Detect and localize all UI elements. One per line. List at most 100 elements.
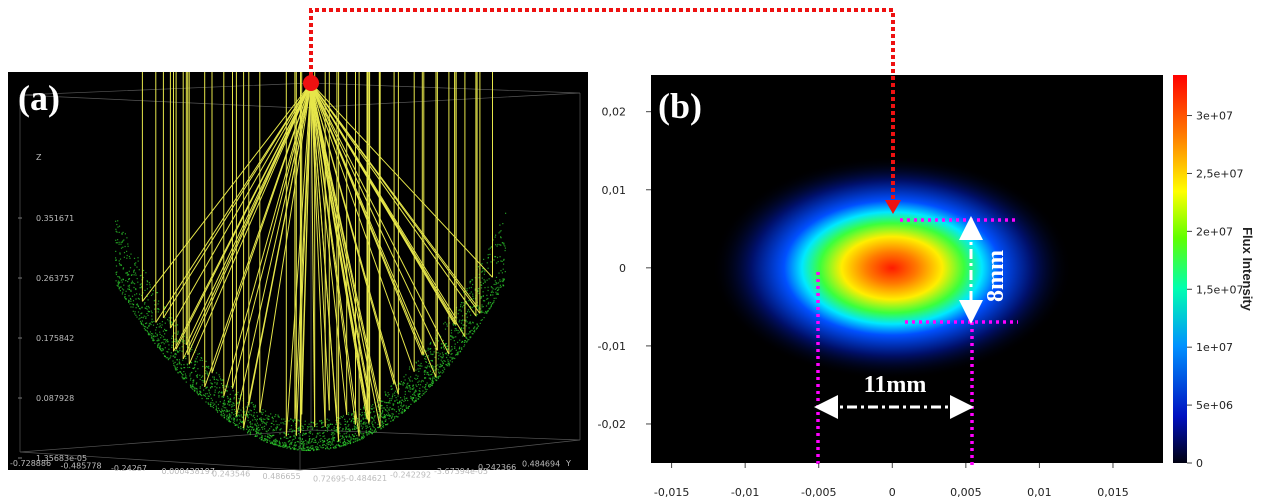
- point: [490, 291, 492, 293]
- colorbar-tick-label: 5e+06: [1196, 399, 1233, 412]
- point: [495, 291, 497, 293]
- point: [499, 244, 501, 246]
- point: [167, 359, 169, 361]
- point: [118, 241, 120, 243]
- point: [480, 319, 482, 321]
- point: [146, 322, 148, 324]
- point: [299, 437, 301, 440]
- point: [190, 386, 192, 388]
- point: [424, 356, 427, 358]
- point: [273, 443, 275, 445]
- point: [117, 239, 119, 241]
- point: [404, 409, 406, 411]
- point: [201, 384, 203, 386]
- point: [482, 306, 484, 308]
- point: [302, 441, 304, 443]
- point: [407, 382, 409, 384]
- point: [451, 336, 453, 338]
- point: [324, 429, 327, 432]
- point: [234, 412, 237, 415]
- point: [115, 273, 117, 276]
- point: [382, 400, 384, 402]
- point: [138, 314, 141, 316]
- point: [402, 383, 404, 385]
- x-tick-label: 0.72695: [313, 475, 346, 484]
- point: [174, 356, 176, 359]
- point: [307, 449, 309, 451]
- point: [485, 305, 488, 307]
- point: [394, 395, 396, 397]
- point: [215, 401, 217, 403]
- colorbar: [1173, 75, 1187, 463]
- point: [388, 418, 390, 420]
- point: [135, 288, 137, 290]
- point: [429, 366, 431, 368]
- point: [293, 419, 295, 421]
- point: [417, 360, 419, 362]
- point: [416, 377, 419, 379]
- point: [165, 339, 167, 341]
- point: [185, 376, 187, 379]
- point: [228, 418, 230, 420]
- point: [333, 426, 335, 428]
- point: [480, 308, 482, 310]
- point: [340, 416, 342, 418]
- point: [226, 384, 229, 386]
- point: [428, 363, 430, 365]
- point: [311, 428, 313, 430]
- point: [195, 370, 197, 372]
- point: [203, 394, 205, 397]
- point: [122, 279, 124, 281]
- point: [302, 443, 304, 445]
- point: [222, 410, 225, 412]
- point: [339, 433, 341, 435]
- point: [212, 402, 214, 404]
- point: [157, 340, 159, 342]
- point: [472, 333, 474, 335]
- point: [403, 382, 405, 384]
- point: [464, 344, 466, 346]
- point: [181, 368, 183, 370]
- point: [391, 388, 393, 390]
- point: [269, 437, 271, 439]
- point: [164, 328, 166, 330]
- point: [345, 428, 347, 430]
- point: [269, 428, 271, 430]
- point: [319, 420, 321, 422]
- point: [222, 385, 224, 387]
- point: [168, 344, 170, 346]
- point: [234, 394, 236, 396]
- point: [441, 372, 443, 374]
- point: [388, 414, 390, 416]
- point: [272, 442, 274, 444]
- point: [415, 378, 417, 380]
- point: [314, 446, 317, 448]
- point: [339, 441, 341, 443]
- point: [185, 375, 187, 377]
- point: [240, 409, 242, 411]
- point: [466, 341, 468, 343]
- point: [211, 406, 213, 408]
- point: [276, 424, 278, 426]
- point: [219, 401, 221, 403]
- point: [206, 371, 208, 373]
- point: [167, 319, 169, 321]
- point: [428, 374, 430, 376]
- point: [275, 420, 277, 422]
- point: [455, 336, 457, 338]
- point: [423, 371, 425, 373]
- point: [440, 346, 442, 348]
- point: [417, 393, 419, 395]
- point: [497, 261, 499, 263]
- point: [162, 341, 164, 343]
- point: [294, 437, 297, 439]
- point: [384, 408, 386, 411]
- point: [459, 347, 461, 349]
- point: [138, 318, 140, 320]
- point: [385, 409, 387, 411]
- point: [248, 411, 250, 413]
- point: [190, 377, 192, 379]
- point: [137, 311, 140, 313]
- point: [144, 302, 146, 304]
- point: [196, 390, 198, 392]
